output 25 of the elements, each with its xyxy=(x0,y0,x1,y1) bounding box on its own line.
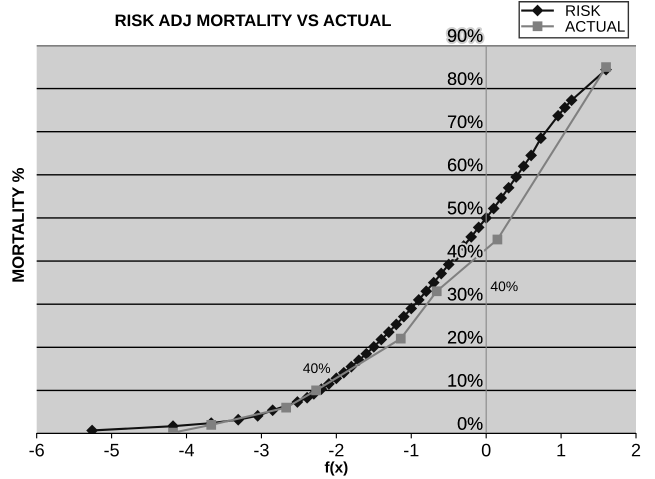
x-axis-title: f(x) xyxy=(324,461,348,476)
y-tick-label: 90% xyxy=(448,29,483,42)
y-tick-label: 60% xyxy=(448,158,483,172)
y-tick-label: 70% xyxy=(448,115,483,128)
legend-label: RISK xyxy=(566,5,601,16)
x-tick-label: 2 xyxy=(632,444,640,456)
y-tick-label: 10% xyxy=(448,374,483,387)
x-tick-label: -1 xyxy=(404,444,418,456)
legend-label: ACTUAL xyxy=(565,20,625,32)
x-tick-label: -4 xyxy=(179,444,194,456)
y-tick-label: 0% xyxy=(458,417,483,430)
x-tick-label: 1 xyxy=(557,444,566,456)
x-tick-label: 0 xyxy=(482,444,490,456)
y-tick-label: 30% xyxy=(448,288,483,301)
annotation: 40% xyxy=(490,281,518,292)
chart-title: RISK ADJ MORTALITY VS ACTUAL xyxy=(116,14,391,26)
annotation: 40% xyxy=(303,363,330,374)
y-axis-title: MORTALITY % xyxy=(12,168,24,282)
y-tick-label: 50% xyxy=(448,202,483,214)
y-tick-label: 20% xyxy=(448,330,483,344)
y-tick-label: 80% xyxy=(448,72,483,86)
x-tick-label: -2 xyxy=(329,444,344,456)
x-tick-label: -6 xyxy=(29,444,44,456)
x-tick-label: -5 xyxy=(104,444,119,456)
x-tick-label: -3 xyxy=(254,444,269,456)
